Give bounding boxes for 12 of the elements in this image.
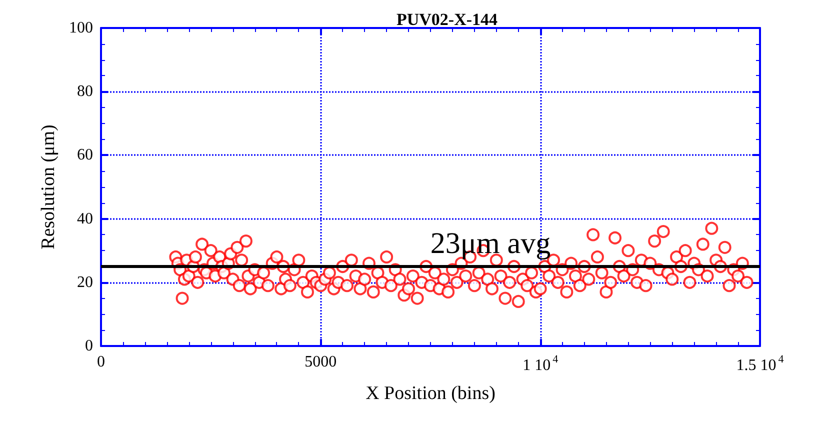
- y-axis-title: Resolution (μm): [38, 124, 60, 250]
- y-tick-label: 80: [77, 83, 93, 100]
- y-tick-label: 0: [85, 338, 93, 354]
- x-axis-title: X Position (bins): [366, 383, 496, 404]
- x-tick-label: 0: [97, 354, 105, 370]
- y-tick-label: 40: [77, 210, 93, 228]
- x-tick-label: 5000: [304, 354, 337, 370]
- y-tick-label: 100: [69, 20, 93, 36]
- y-tick-label: 60: [77, 146, 93, 164]
- ref-line-label: 23μm avg: [430, 227, 551, 260]
- y-tick-label: 20: [77, 274, 93, 291]
- chart-title: PUV02-X-144: [396, 10, 498, 29]
